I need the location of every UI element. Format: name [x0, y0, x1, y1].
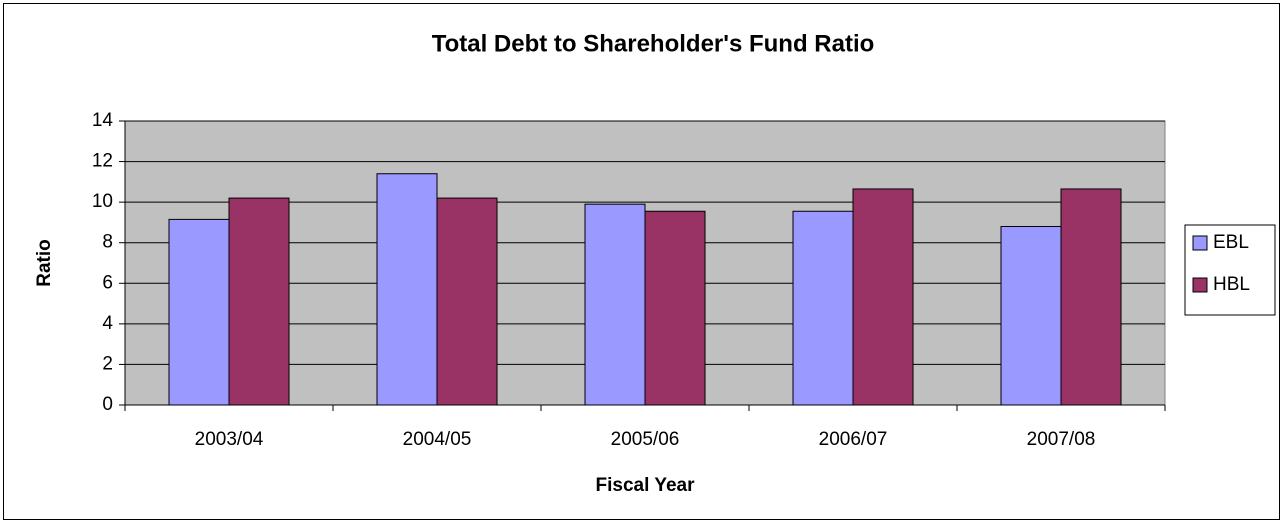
- bar: [852, 188, 914, 406]
- y-tick-label: 6: [102, 272, 113, 293]
- y-axis-label: Ratio: [34, 239, 55, 287]
- x-tick-label: 2004/05: [403, 429, 472, 450]
- x-tick-label: 2005/06: [611, 429, 680, 450]
- x-axis-label: Fiscal Year: [596, 475, 696, 496]
- bar: [584, 203, 646, 406]
- bar: [792, 210, 854, 406]
- bar: [168, 218, 230, 406]
- x-tick-label: 2007/08: [1027, 429, 1096, 450]
- y-tick-label: 10: [92, 191, 113, 212]
- y-tick-label: 2: [102, 353, 113, 374]
- legend-label: HBL: [1213, 274, 1250, 295]
- legend-swatch: [1192, 277, 1208, 293]
- bar: [644, 210, 706, 406]
- x-tick-label: 2003/04: [195, 429, 264, 450]
- y-tick-label: 0: [102, 394, 113, 415]
- bar: [228, 197, 290, 406]
- bar: [376, 173, 438, 406]
- bar: [436, 197, 498, 406]
- y-tick-label: 14: [92, 110, 114, 131]
- bar: [1000, 225, 1062, 406]
- legend-swatch: [1192, 235, 1208, 251]
- y-tick-label: 8: [102, 232, 113, 253]
- legend-label: EBL: [1213, 232, 1249, 253]
- y-tick-label: 4: [102, 313, 113, 334]
- y-tick-label: 12: [92, 151, 113, 172]
- x-tick-label: 2006/07: [819, 429, 888, 450]
- bar: [1060, 188, 1122, 406]
- chart-title: Total Debt to Shareholder's Fund Ratio: [432, 30, 875, 57]
